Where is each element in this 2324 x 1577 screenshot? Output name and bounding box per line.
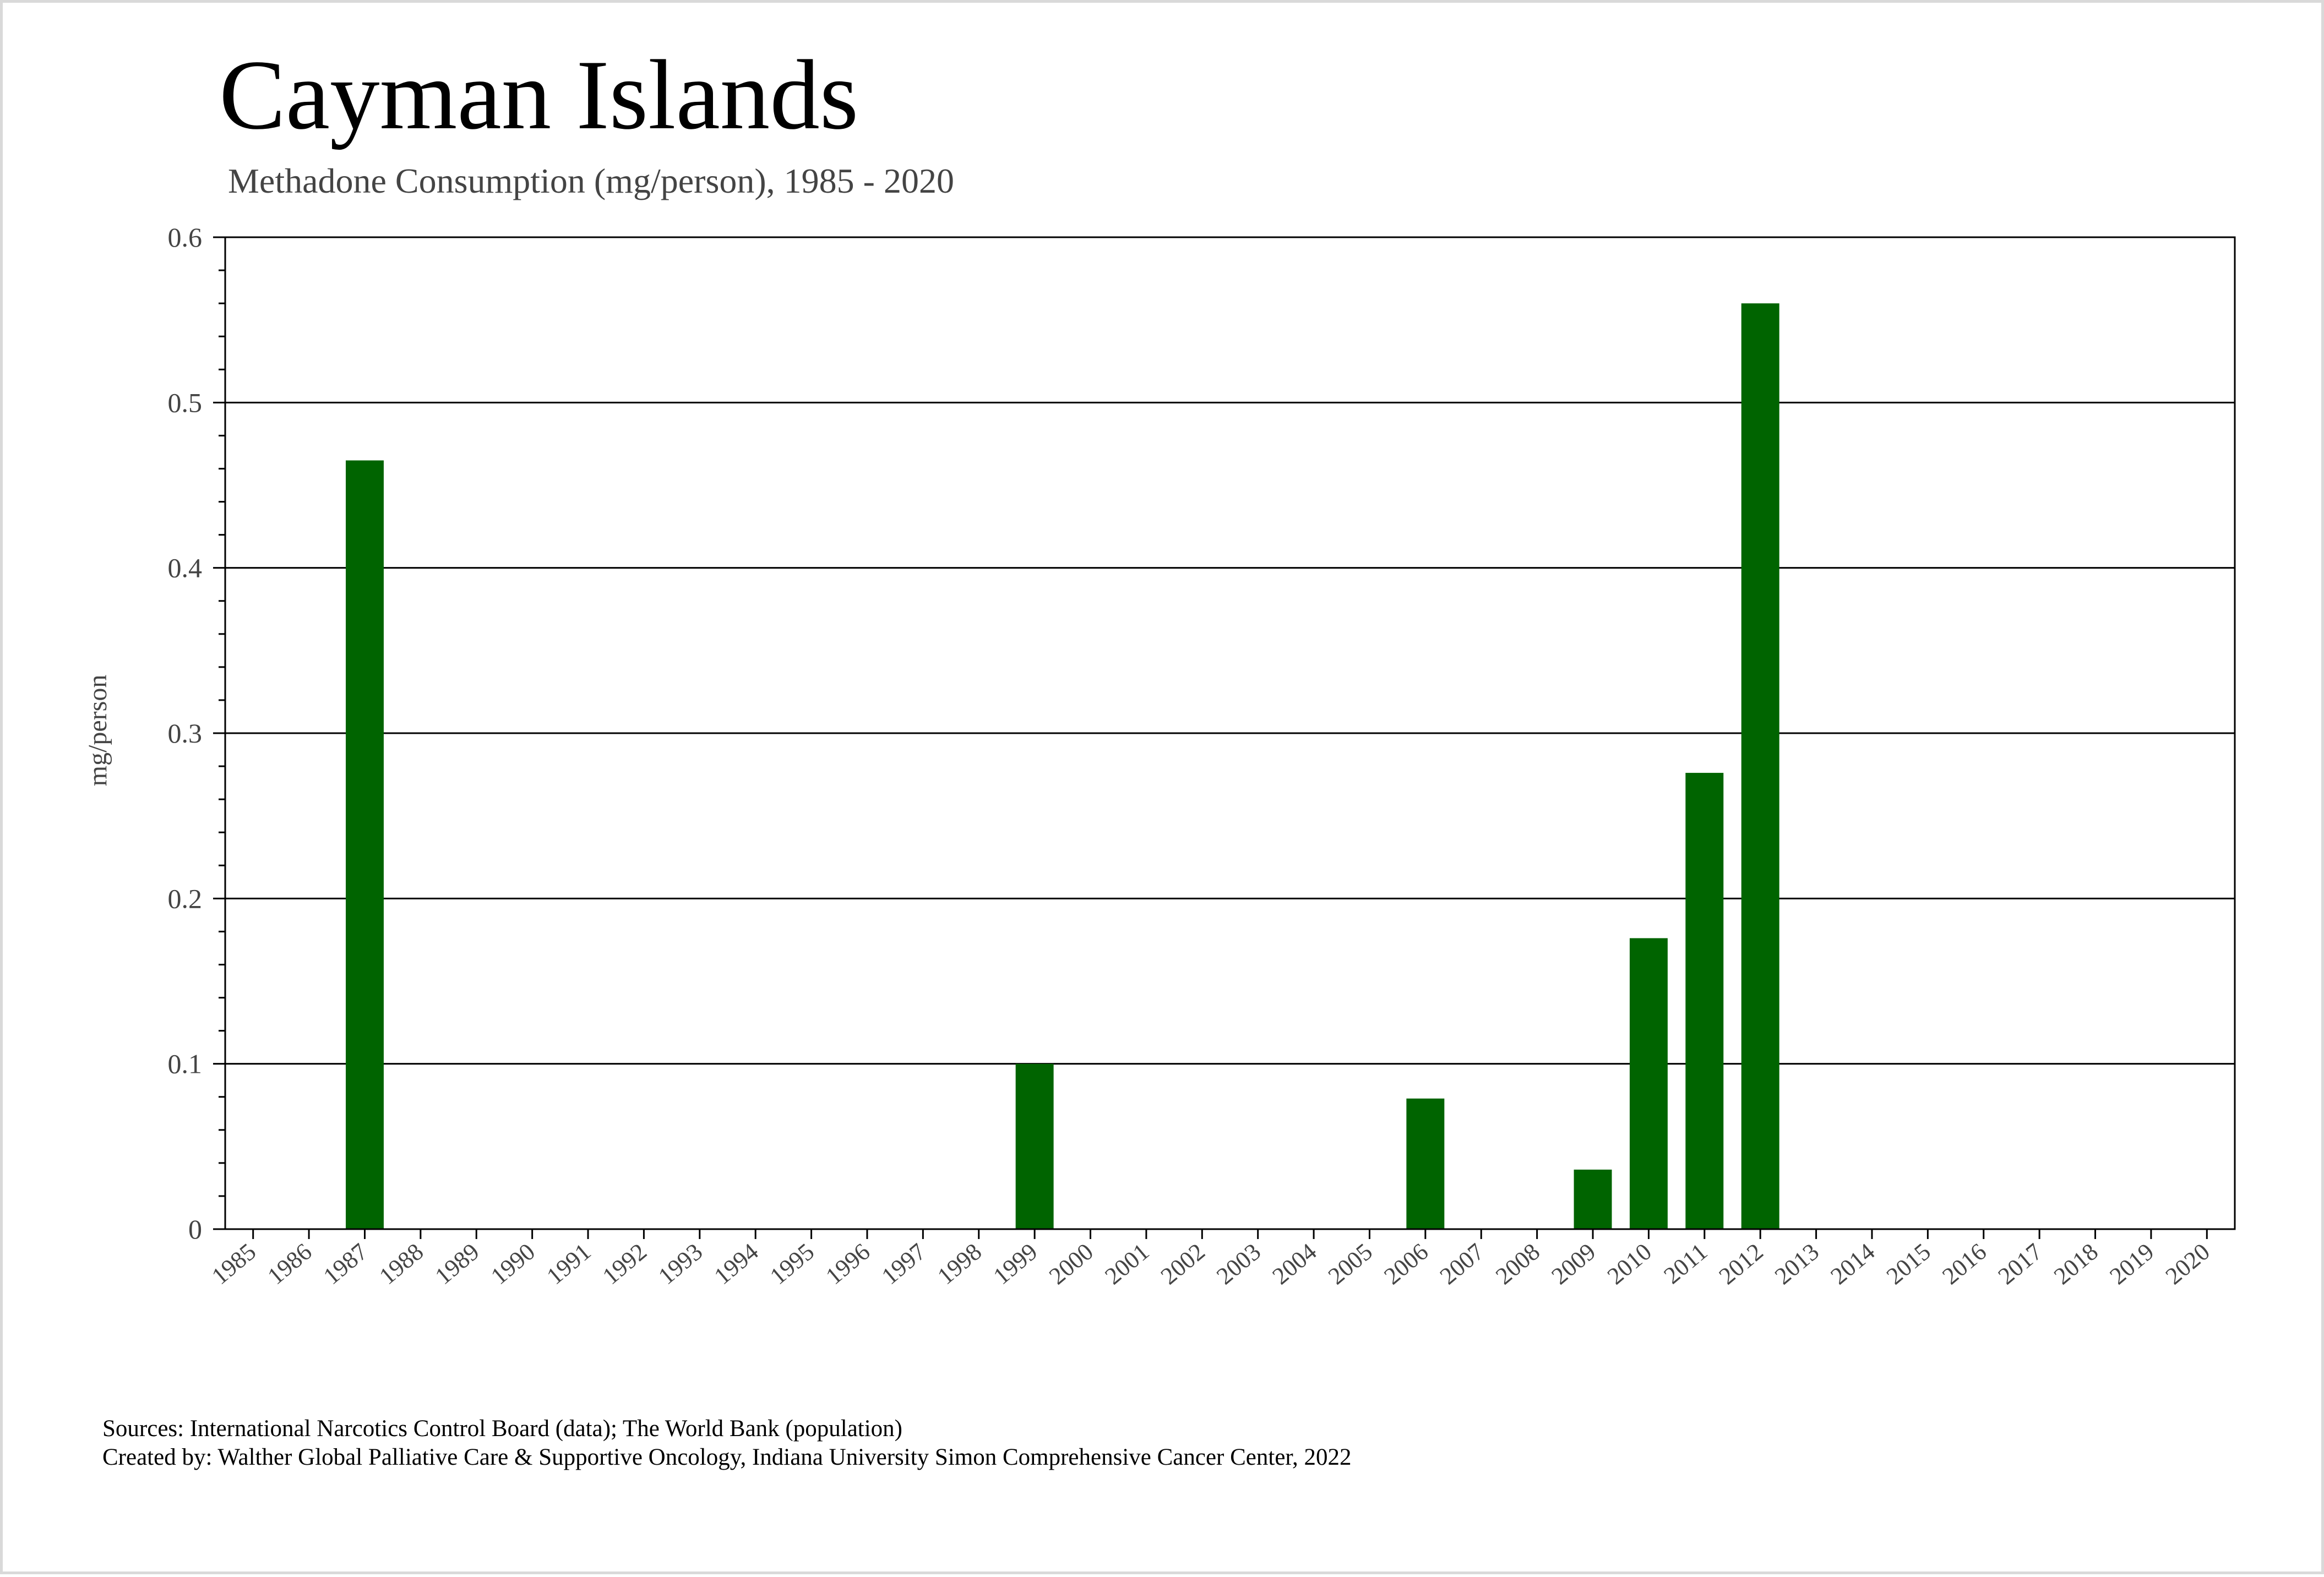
plot-border — [224, 236, 2236, 1230]
x-tick-label: 2016 — [1937, 1238, 1991, 1290]
x-tick-label: 1985 — [206, 1238, 261, 1290]
x-tick-label: 2017 — [1993, 1238, 2048, 1290]
x-tick-label: 1986 — [263, 1238, 317, 1290]
bar-2009 — [1574, 1169, 1612, 1229]
bar-1999 — [1015, 1063, 1054, 1229]
x-tick-label: 1998 — [932, 1238, 987, 1290]
x-tick-label: 2013 — [1770, 1238, 1824, 1290]
y-tick-label: 0.3 — [168, 718, 203, 749]
x-tick-label: 2008 — [1490, 1238, 1545, 1290]
x-tick-label: 2015 — [1881, 1238, 1936, 1290]
x-tick-label: 2007 — [1435, 1238, 1489, 1290]
y-tick-labels: 0 0.1 0.2 0.3 0.4 0.5 0.6 — [168, 222, 203, 1245]
x-tick-label: 2009 — [1547, 1238, 1601, 1290]
y-axis-label: mg/person — [83, 675, 112, 787]
axes — [213, 236, 2236, 1239]
bar-chart: 0 0.1 0.2 0.3 0.4 0.5 0.6 1985 1986 1987 1988 1989… — [83, 222, 2236, 1290]
x-tick-label: 2020 — [2160, 1238, 2215, 1290]
grid-lines — [225, 401, 2235, 1065]
x-tick-label: 1987 — [318, 1238, 373, 1290]
x-tick-label: 2010 — [1602, 1238, 1657, 1290]
y-tick-label: 0.6 — [168, 222, 203, 253]
x-tick-label: 2018 — [2049, 1238, 2103, 1290]
x-tick-label: 1992 — [597, 1238, 652, 1290]
y-tick-label: 0.2 — [168, 883, 203, 914]
x-tick-label: 1991 — [542, 1238, 596, 1290]
x-tick-label: 2002 — [1156, 1238, 1210, 1290]
x-tick-label: 1993 — [653, 1238, 707, 1290]
x-tick-label: 2006 — [1379, 1238, 1433, 1290]
chart-subtitle: Methadone Consumption (mg/person), 1985 … — [228, 161, 954, 200]
bar-2010 — [1629, 938, 1668, 1229]
y-tick-label: 0.5 — [168, 387, 203, 418]
created-by-line: Created by: Walther Global Palliative Ca… — [102, 1444, 1352, 1470]
y-tick-label: 0.1 — [168, 1049, 203, 1079]
x-tick-label: 1989 — [430, 1238, 485, 1290]
x-tick-label: 2003 — [1211, 1238, 1266, 1290]
x-tick-label: 2011 — [1659, 1238, 1713, 1289]
y-tick-label: 0 — [188, 1214, 202, 1245]
x-tick-label: 2004 — [1267, 1238, 1322, 1290]
chart-title: Cayman Islands — [219, 40, 859, 150]
x-tick-label: 1988 — [374, 1238, 428, 1290]
x-tick-label: 1994 — [709, 1238, 764, 1290]
x-tick-label: 2012 — [1714, 1238, 1768, 1290]
x-tick-label: 2000 — [1044, 1238, 1098, 1290]
x-tick-label: 2005 — [1323, 1238, 1378, 1290]
x-tick-label: 1996 — [820, 1238, 875, 1290]
x-tick-label: 2001 — [1100, 1238, 1154, 1290]
x-tick-label: 1997 — [877, 1238, 931, 1290]
x-tick-label: 2014 — [1825, 1238, 1880, 1290]
bar-2012 — [1741, 303, 1779, 1230]
x-tick-label: 1990 — [486, 1238, 540, 1290]
bar-2006 — [1406, 1098, 1445, 1229]
x-tick-label: 2019 — [2104, 1238, 2159, 1290]
x-tick-labels: 1985 1986 1987 1988 1989 1990 1991 1992 1993 1994… — [206, 1238, 2215, 1290]
bar-1987 — [346, 460, 384, 1230]
y-tick-label: 0.4 — [168, 553, 203, 583]
sources-line: Sources: International Narcotics Control… — [102, 1416, 902, 1442]
footer-sources: Sources: International Narcotics Control… — [102, 1415, 1352, 1472]
bars — [346, 303, 1779, 1230]
bar-2011 — [1685, 773, 1724, 1229]
x-tick-label: 1995 — [765, 1238, 819, 1290]
x-tick-label: 1999 — [988, 1238, 1043, 1290]
